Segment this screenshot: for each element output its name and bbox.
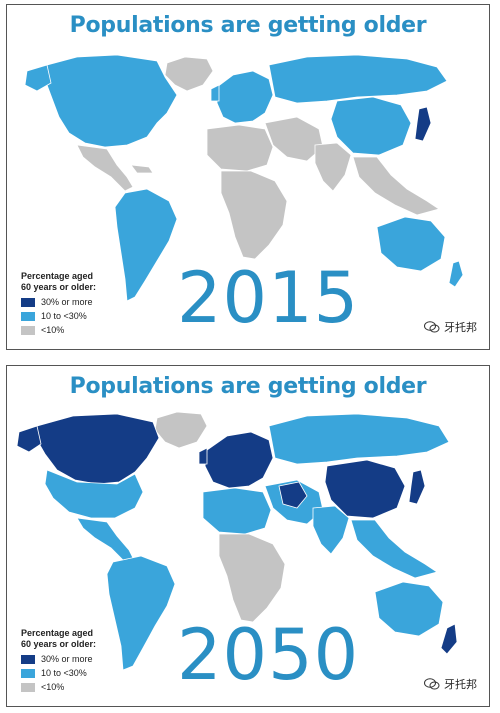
region-china <box>330 96 412 156</box>
region-australia <box>376 216 446 272</box>
watermark: 牙托邦 <box>424 676 477 692</box>
region-europe <box>204 431 274 489</box>
region-uk <box>198 447 208 465</box>
legend-item-high: 30% or more <box>21 297 161 307</box>
legend-title-line1: Percentage aged <box>21 628 94 638</box>
region-russia <box>268 54 448 104</box>
watermark: 牙托邦 <box>424 319 477 335</box>
watermark-text: 牙托邦 <box>444 322 477 334</box>
region-central-america <box>76 144 134 192</box>
legend-swatch-mid <box>21 311 35 321</box>
legend-swatch-low <box>21 325 35 335</box>
map-title: Populations are getting older <box>69 374 427 399</box>
wechat-icon <box>424 321 440 333</box>
wechat-icon <box>424 678 440 690</box>
region-new-zealand <box>448 260 464 288</box>
region-europe <box>216 70 274 124</box>
region-alaska <box>16 425 42 453</box>
map-panel-2015: Populations are getting older Percentage… <box>6 4 490 350</box>
region-south-america <box>106 555 176 671</box>
legend-label: <10% <box>41 325 65 335</box>
watermark-text: 牙托邦 <box>444 679 477 691</box>
region-australia <box>374 581 444 637</box>
world-map <box>24 54 464 302</box>
region-india <box>312 505 350 555</box>
legend-label: 10 to <30% <box>41 668 87 678</box>
region-north-africa <box>206 124 274 172</box>
legend-label: 30% or more <box>41 654 93 664</box>
legend-swatch-high <box>21 654 35 664</box>
legend-item-high: 30% or more <box>21 654 161 664</box>
legend-swatch-high <box>21 297 35 307</box>
legend-item-low: <10% <box>21 682 161 692</box>
legend-title-line1: Percentage aged <box>21 271 94 281</box>
region-southeast-asia <box>350 519 438 579</box>
legend-label: 30% or more <box>41 297 93 307</box>
region-greenland <box>164 56 214 92</box>
legend: Percentage aged 60 years or older: 30% o… <box>21 628 161 692</box>
region-south-america <box>114 188 178 302</box>
region-alaska <box>24 64 52 92</box>
year-label: 2050 <box>177 614 360 696</box>
region-greenland <box>154 411 208 449</box>
region-middle-east <box>264 116 324 162</box>
region-japan <box>414 106 432 142</box>
region-southeast-asia <box>352 156 440 216</box>
year-label: 2015 <box>177 257 360 339</box>
region-japan <box>408 469 426 505</box>
region-russia <box>268 413 450 465</box>
legend-label: <10% <box>41 682 65 692</box>
region-north-america <box>46 54 178 148</box>
legend-item-mid: 10 to <30% <box>21 668 161 678</box>
legend-title-line2: 60 years or older: <box>21 282 97 292</box>
map-panel-2050: Populations are getting older Percentage… <box>6 365 490 707</box>
region-africa <box>218 533 286 623</box>
legend-item-mid: 10 to <30% <box>21 311 161 321</box>
legend-label: 10 to <30% <box>41 311 87 321</box>
region-africa <box>220 170 288 260</box>
legend-swatch-low <box>21 682 35 692</box>
region-caribbean <box>130 164 154 174</box>
legend: Percentage aged 60 years or older: 30% o… <box>21 271 161 335</box>
legend-swatch-mid <box>21 668 35 678</box>
region-central-america <box>76 517 134 563</box>
world-map <box>16 411 458 671</box>
region-india <box>314 142 352 192</box>
region-iran <box>278 481 308 509</box>
map-title: Populations are getting older <box>69 13 427 38</box>
region-north-africa <box>202 487 272 535</box>
region-usa <box>44 469 144 519</box>
region-new-zealand <box>440 623 458 655</box>
region-china <box>324 459 406 519</box>
region-north-america <box>36 413 160 485</box>
region-uk <box>210 84 220 102</box>
legend-title-line2: 60 years or older: <box>21 639 97 649</box>
legend-item-low: <10% <box>21 325 161 335</box>
